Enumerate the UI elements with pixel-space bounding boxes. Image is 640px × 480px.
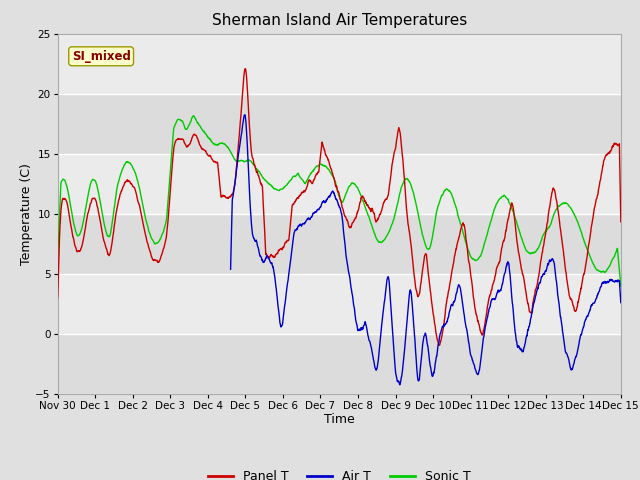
X-axis label: Time: Time — [324, 413, 355, 426]
Bar — [58, 154, 621, 214]
Legend: Panel T, Air T, Sonic T: Panel T, Air T, Sonic T — [203, 465, 476, 480]
Bar — [58, 334, 621, 394]
Bar — [58, 94, 621, 154]
Bar — [58, 34, 621, 94]
Bar — [58, 274, 621, 334]
Bar — [58, 214, 621, 274]
Text: SI_mixed: SI_mixed — [72, 50, 131, 63]
Y-axis label: Temperature (C): Temperature (C) — [19, 163, 33, 264]
Title: Sherman Island Air Temperatures: Sherman Island Air Temperatures — [212, 13, 467, 28]
